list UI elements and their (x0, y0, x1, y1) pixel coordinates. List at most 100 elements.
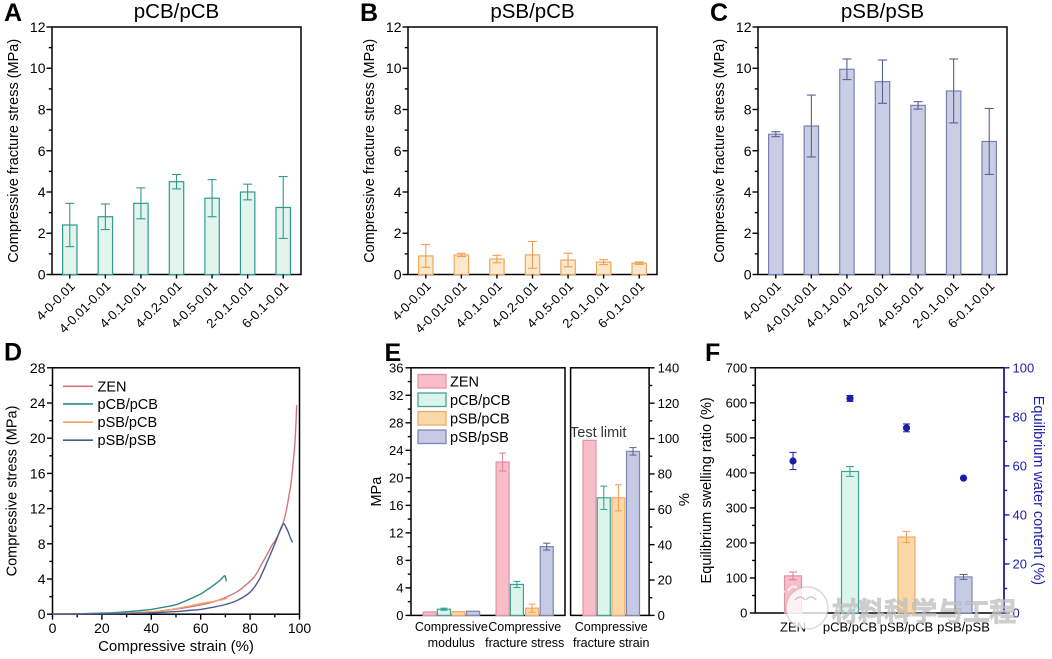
svg-text:12: 12 (736, 19, 752, 35)
svg-text:16: 16 (389, 498, 403, 513)
svg-text:fracture stress: fracture stress (485, 636, 564, 650)
svg-text:10: 10 (30, 60, 46, 76)
svg-text:40: 40 (144, 620, 160, 636)
svg-text:12: 12 (389, 526, 403, 541)
svg-text:8: 8 (744, 102, 752, 118)
svg-text:12: 12 (30, 19, 46, 35)
svg-text:0: 0 (38, 606, 46, 622)
svg-text:60: 60 (658, 502, 672, 517)
svg-text:A: A (4, 0, 22, 27)
svg-text:Test limit: Test limit (570, 425, 626, 441)
svg-text:40: 40 (658, 537, 672, 552)
svg-text:pCB/pCB: pCB/pCB (823, 620, 877, 635)
svg-text:120: 120 (658, 396, 680, 411)
svg-text:24: 24 (30, 395, 46, 411)
svg-text:Compressive fracture stress (M: Compressive fracture stress (MPa) (6, 39, 22, 263)
svg-text:F: F (705, 339, 720, 367)
svg-text:Compressive stress (MPa): Compressive stress (MPa) (5, 406, 21, 577)
svg-text:6: 6 (38, 143, 46, 159)
svg-text:8: 8 (38, 102, 46, 118)
svg-text:16: 16 (30, 465, 46, 481)
svg-text:600: 600 (726, 396, 748, 411)
svg-text:4: 4 (394, 184, 402, 200)
svg-text:8: 8 (38, 536, 46, 552)
svg-text:32: 32 (389, 388, 403, 403)
svg-text:pSB/pCB: pSB/pCB (98, 415, 158, 431)
svg-text:0: 0 (658, 608, 665, 623)
svg-text:140: 140 (658, 361, 680, 376)
svg-text:0: 0 (38, 267, 46, 283)
svg-text:6: 6 (394, 143, 402, 159)
svg-text:Compressive: Compressive (575, 620, 648, 634)
svg-text:20: 20 (389, 471, 403, 486)
svg-text:20: 20 (1013, 557, 1027, 572)
svg-text:36: 36 (389, 361, 403, 376)
svg-text:B: B (360, 0, 378, 27)
svg-text:12: 12 (30, 501, 46, 517)
svg-text:2: 2 (38, 225, 46, 241)
svg-text:80: 80 (1013, 410, 1027, 425)
svg-text:pSB/pCB: pSB/pCB (880, 620, 933, 635)
svg-text:100: 100 (658, 431, 680, 446)
svg-text:pCB/pCB: pCB/pCB (134, 0, 219, 23)
svg-text:28: 28 (389, 416, 403, 431)
svg-text:400: 400 (726, 466, 748, 481)
svg-text:8: 8 (396, 553, 403, 568)
svg-text:300: 300 (726, 501, 748, 516)
svg-text:20: 20 (658, 573, 672, 588)
svg-text:6: 6 (744, 143, 752, 159)
svg-text:pSB/pSB: pSB/pSB (937, 620, 990, 635)
svg-text:100: 100 (288, 620, 312, 636)
svg-text:Equilibrium swelling ratio (%): Equilibrium swelling ratio (%) (699, 397, 715, 583)
svg-text:4: 4 (38, 571, 46, 587)
svg-text:80: 80 (242, 620, 258, 636)
svg-text:Compressive fracture stress (M: Compressive fracture stress (MPa) (362, 39, 378, 263)
svg-text:材料科学与工程: 材料科学与工程 (832, 597, 1016, 627)
svg-text:MPa: MPa (369, 476, 385, 507)
svg-text:pSB/pSB: pSB/pSB (450, 430, 509, 446)
svg-text:0: 0 (49, 620, 57, 636)
svg-text:pCB/pCB: pCB/pCB (98, 397, 158, 413)
svg-text:2: 2 (744, 225, 752, 241)
svg-text:Compressive: Compressive (415, 620, 488, 634)
svg-text:20: 20 (94, 620, 110, 636)
svg-text:80: 80 (658, 467, 672, 482)
svg-text:modulus: modulus (428, 636, 475, 650)
svg-text:pSB/pSB: pSB/pSB (841, 0, 924, 23)
svg-text:10: 10 (736, 60, 752, 76)
svg-text:4: 4 (396, 581, 403, 596)
svg-text:%: % (676, 493, 693, 506)
svg-text:60: 60 (193, 620, 209, 636)
svg-text:0: 0 (394, 267, 402, 283)
svg-text:500: 500 (726, 431, 748, 446)
svg-text:20: 20 (30, 430, 46, 446)
svg-text:0: 0 (1013, 606, 1020, 621)
svg-text:0: 0 (396, 608, 403, 623)
svg-text:100: 100 (1013, 361, 1035, 376)
svg-text:24: 24 (389, 443, 403, 458)
svg-text:60: 60 (1013, 459, 1027, 474)
svg-text:C: C (710, 0, 728, 27)
svg-text:0: 0 (744, 267, 752, 283)
svg-text:2: 2 (394, 225, 402, 241)
svg-text:Compressive strain (%): Compressive strain (%) (98, 638, 254, 655)
svg-text:E: E (385, 339, 402, 367)
svg-text:fracture strain: fracture strain (573, 636, 649, 650)
svg-text:Compressive fracture stress (M: Compressive fracture stress (MPa) (712, 39, 728, 263)
svg-text:Compressive: Compressive (488, 620, 561, 634)
svg-text:pSB/pSB: pSB/pSB (98, 433, 157, 449)
svg-text:ZEN: ZEN (98, 379, 127, 395)
svg-text:700: 700 (726, 361, 748, 376)
svg-text:12: 12 (386, 19, 402, 35)
svg-text:40: 40 (1013, 508, 1027, 523)
svg-text:Equilibrium water content (%): Equilibrium water content (%) (1030, 396, 1046, 585)
svg-text:pSB/pCB: pSB/pCB (490, 0, 574, 23)
svg-text:200: 200 (726, 536, 748, 551)
svg-text:100: 100 (726, 571, 748, 586)
svg-text:28: 28 (30, 360, 46, 376)
svg-text:pSB/pCB: pSB/pCB (450, 412, 510, 428)
svg-text:8: 8 (394, 102, 402, 118)
svg-text:ZEN: ZEN (450, 375, 479, 391)
svg-text:pCB/pCB: pCB/pCB (450, 393, 510, 409)
svg-text:4: 4 (38, 184, 46, 200)
